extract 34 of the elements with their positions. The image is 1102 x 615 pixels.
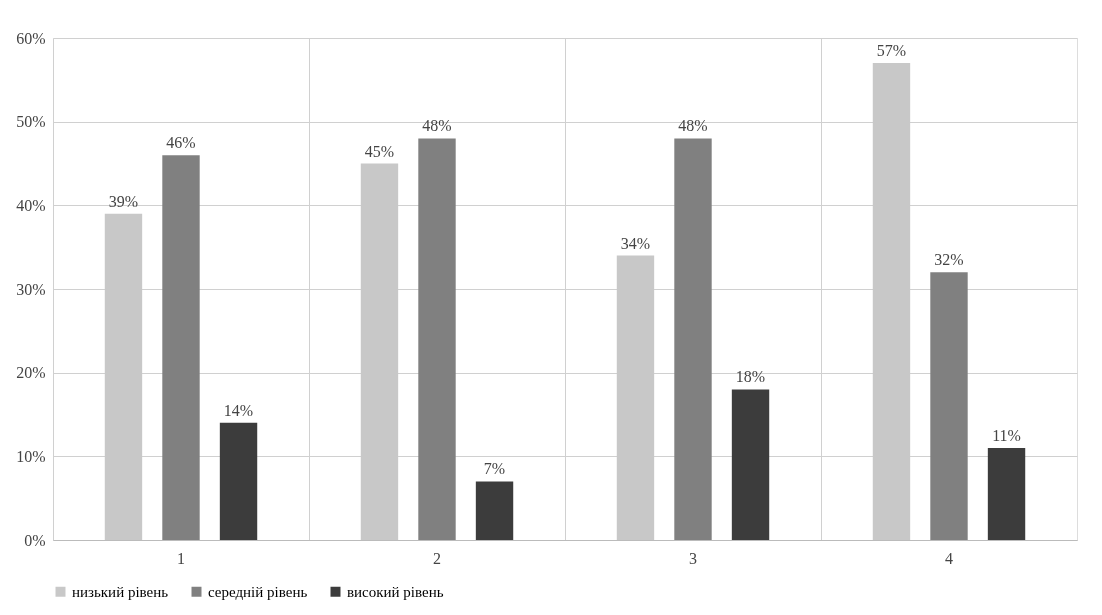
data-label: 39% bbox=[108, 192, 139, 210]
y-tick-label: 50% bbox=[16, 113, 46, 131]
x-tick-label: 4 bbox=[945, 549, 953, 567]
data-label: 18% bbox=[735, 368, 766, 386]
bar bbox=[987, 447, 1026, 540]
bar bbox=[162, 155, 200, 540]
bar bbox=[731, 389, 770, 540]
data-label: 14% bbox=[223, 401, 254, 419]
data-label: 48% bbox=[422, 117, 452, 135]
y-tick-label: 0% bbox=[24, 531, 46, 549]
x-tick-label: 3 bbox=[689, 549, 697, 567]
bar bbox=[219, 422, 258, 540]
data-label: 32% bbox=[934, 251, 964, 269]
bar bbox=[930, 272, 968, 540]
legend-label: високий рівень bbox=[347, 583, 444, 600]
data-label: 45% bbox=[364, 142, 395, 160]
data-label: 11% bbox=[992, 426, 1021, 444]
y-tick-label: 10% bbox=[16, 447, 46, 465]
data-label: 34% bbox=[620, 234, 651, 252]
y-tick-label: 30% bbox=[16, 280, 46, 298]
y-tick-label: 20% bbox=[16, 364, 46, 382]
x-tick-label: 2 bbox=[433, 549, 441, 567]
bar bbox=[418, 138, 456, 540]
y-tick-label: 60% bbox=[16, 29, 46, 47]
x-tick-label: 1 bbox=[177, 549, 185, 567]
bar bbox=[674, 138, 712, 540]
data-label: 46% bbox=[166, 134, 196, 152]
data-label: 7% bbox=[483, 460, 506, 478]
y-tick-label: 40% bbox=[16, 196, 46, 214]
data-label: 57% bbox=[876, 42, 907, 60]
data-label: 48% bbox=[678, 117, 708, 135]
bar bbox=[475, 481, 514, 540]
legend-label: низький рівень bbox=[72, 583, 169, 600]
legend-label: середній рівень bbox=[208, 583, 308, 600]
